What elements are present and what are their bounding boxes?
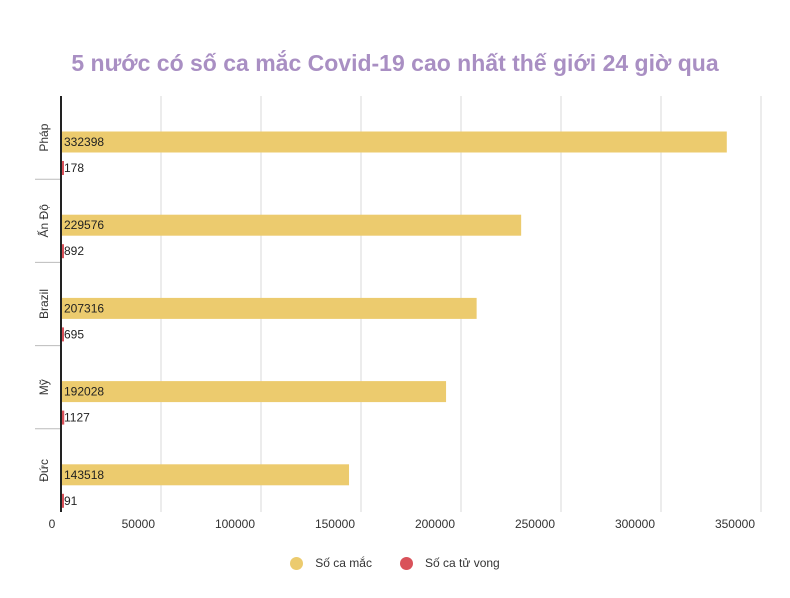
data-label-deaths: 1127 bbox=[64, 411, 90, 425]
data-label-cases: 192028 bbox=[64, 385, 104, 399]
data-label-deaths: 178 bbox=[64, 161, 84, 175]
bar-cases bbox=[62, 297, 477, 319]
bar-deaths bbox=[62, 410, 65, 425]
bar-cases bbox=[62, 464, 350, 486]
bar-deaths bbox=[62, 493, 64, 508]
category-label: Ấn Độ bbox=[36, 204, 51, 238]
x-tick-label: 300000 bbox=[615, 517, 655, 531]
data-label-cases: 229576 bbox=[64, 218, 104, 232]
x-tick-label: 150000 bbox=[315, 517, 355, 531]
bar-deaths bbox=[62, 327, 64, 342]
bar-cases bbox=[62, 214, 522, 236]
data-label-cases: 143518 bbox=[64, 468, 104, 482]
x-tick-label: 50000 bbox=[122, 517, 156, 531]
x-tick-label: 0 bbox=[49, 517, 56, 531]
legend-label-cases: Số ca mắc bbox=[315, 556, 372, 570]
category-label: Brazil bbox=[37, 289, 51, 319]
category-label: Đức bbox=[37, 459, 51, 482]
legend-swatch-cases bbox=[290, 556, 304, 570]
data-label-deaths: 695 bbox=[64, 327, 84, 341]
chart-title: 5 nước có số ca mắc Covid-19 cao nhất th… bbox=[71, 50, 719, 76]
x-tick-label: 350000 bbox=[715, 517, 755, 531]
x-tick-label: 100000 bbox=[215, 517, 255, 531]
bar-cases bbox=[62, 381, 447, 403]
data-label-cases: 207316 bbox=[64, 301, 104, 315]
legend-item-deaths[interactable]: Số ca tử vong bbox=[399, 556, 500, 570]
data-label-deaths: 892 bbox=[64, 244, 84, 258]
bar-deaths bbox=[62, 244, 64, 259]
data-label-cases: 332398 bbox=[64, 135, 104, 149]
legend-item-cases[interactable]: Số ca mắc bbox=[290, 556, 372, 570]
bar-deaths bbox=[62, 161, 64, 175]
legend-label-deaths: Số ca tử vong bbox=[424, 556, 500, 570]
category-label: Pháp bbox=[37, 123, 51, 151]
bar-cases bbox=[62, 131, 727, 153]
x-tick-label: 250000 bbox=[515, 517, 555, 531]
data-label-deaths: 91 bbox=[64, 494, 78, 508]
x-tick-label: 200000 bbox=[415, 517, 455, 531]
legend-swatch-deaths bbox=[399, 556, 413, 570]
legend: Số ca mắc Số ca tử vong bbox=[0, 556, 790, 570]
category-label: Mỹ bbox=[37, 379, 51, 395]
